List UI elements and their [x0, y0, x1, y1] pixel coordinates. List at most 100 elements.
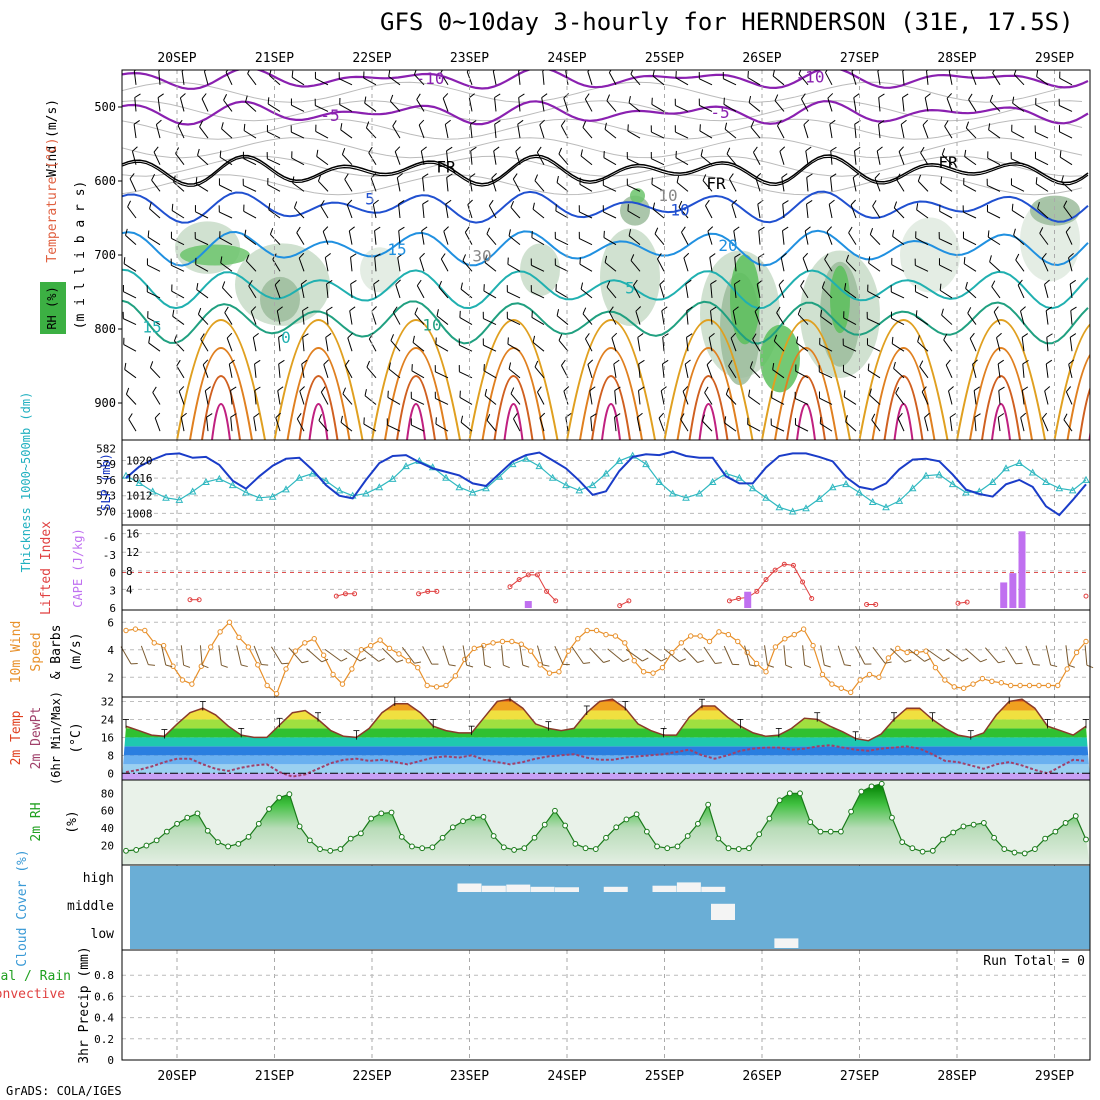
- barb-staff: [173, 181, 185, 192]
- chart-title: GFS 0~10day 3-hourly for HERNDERSON (31E…: [380, 8, 1074, 36]
- surface-wind-barb: [802, 645, 812, 669]
- barb-staff: [661, 310, 665, 325]
- barb-staff: [325, 337, 329, 352]
- upper-wind-barb: [244, 229, 257, 246]
- barb-flag: [638, 359, 645, 365]
- barb-flag: [464, 226, 470, 233]
- barb-flag: [221, 664, 228, 668]
- barb-staff: [821, 287, 833, 299]
- thickness-point: [468, 488, 477, 496]
- barb-flag: [458, 338, 460, 346]
- upper-wind-barb: [274, 279, 281, 299]
- barb-staff: [724, 422, 737, 432]
- rh-point: [878, 780, 885, 787]
- upper-wind-barb: [1044, 279, 1050, 299]
- barb-staff: [680, 418, 689, 432]
- upper-wind-barb: [818, 365, 833, 379]
- rh-point: [664, 845, 671, 852]
- barb-staff: [1017, 284, 1025, 299]
- barb-staff: [362, 648, 379, 662]
- rh-point: [1072, 813, 1079, 819]
- barb-flag: [438, 280, 443, 288]
- thickness-point: [962, 488, 970, 496]
- upper-wind-barb: [340, 123, 353, 139]
- rh-point: [705, 801, 712, 808]
- barb-flag: [986, 178, 988, 186]
- upper-wind-barb: [890, 311, 905, 326]
- barb-flag: [970, 70, 977, 73]
- rh-point: [429, 844, 436, 851]
- barb-flag: [508, 362, 512, 370]
- rh-point: [184, 814, 191, 821]
- barb-staff: [267, 131, 281, 139]
- thickness-point: [268, 492, 277, 500]
- surface-wind-barb: [401, 646, 422, 664]
- surface-wind-barb: [270, 646, 289, 665]
- surface-wind-barb: [482, 645, 492, 669]
- upper-wind-barb: [848, 226, 857, 245]
- barb-flag: [556, 309, 560, 316]
- barb-staff: [153, 151, 161, 165]
- barb-staff: [991, 286, 1001, 299]
- li-tick: -6: [103, 531, 116, 544]
- barb-staff: [291, 104, 305, 112]
- upper-wind-barb: [660, 386, 667, 405]
- surface-wind-barb: [382, 647, 404, 663]
- barb-staff: [892, 236, 905, 246]
- surface-isotherm: [273, 319, 364, 440]
- barb-staff: [611, 337, 617, 352]
- precip-tick: 0.4: [94, 1012, 114, 1025]
- barb-flag: [368, 146, 373, 154]
- thickness-point: [562, 481, 570, 489]
- barb-staff: [589, 390, 593, 405]
- rh-point: [225, 843, 232, 850]
- barb-staff: [436, 315, 449, 325]
- barb-flag: [770, 418, 772, 426]
- barb-flag: [443, 226, 449, 232]
- barb-staff: [390, 100, 401, 112]
- surface-isotherm: [1088, 429, 1090, 440]
- upper-wind-barb: [374, 226, 381, 245]
- upper-wind-barb: [729, 173, 737, 192]
- barb-staff: [603, 211, 617, 219]
- barb-staff: [924, 417, 929, 432]
- barb-staff: [965, 648, 981, 663]
- upper-wind-barb: [250, 306, 257, 325]
- barb-flag: [122, 284, 124, 292]
- barb-staff: [702, 180, 713, 192]
- barb-flag: [363, 417, 365, 425]
- thickness-point: [575, 486, 584, 494]
- barb-staff: [532, 341, 545, 352]
- barb-staff: [797, 314, 809, 325]
- barb-staff: [484, 395, 497, 405]
- rh-point: [480, 813, 487, 820]
- upper-wind-barb: [202, 359, 209, 379]
- barb-staff: [638, 363, 641, 378]
- upper-wind-barb: [924, 93, 931, 112]
- upper-wind-barb: [627, 124, 641, 139]
- barb-staff: [926, 70, 929, 85]
- li-point: [534, 572, 540, 578]
- upper-wind-barb: [941, 308, 953, 325]
- contour-label: 10: [670, 201, 689, 220]
- upper-wind-barb: [878, 120, 885, 139]
- wind-speed-point: [546, 670, 553, 676]
- barb-flag: [1045, 359, 1053, 365]
- barb-staff: [939, 210, 953, 219]
- upper-wind-barb: [996, 332, 1002, 352]
- temp-axis-label-c: (6hr Min/Max): [49, 691, 63, 785]
- li-point: [507, 584, 513, 590]
- barb-flag: [1058, 125, 1060, 132]
- barb-staff: [149, 208, 161, 219]
- barb-flag: [157, 93, 164, 98]
- barb-flag: [374, 226, 381, 232]
- temp-band: [122, 764, 1090, 774]
- surface-isotherm: [981, 375, 1021, 440]
- wind-speed-point: [970, 681, 976, 687]
- upper-wind-barb: [893, 201, 905, 219]
- upper-wind-barb: [754, 306, 761, 325]
- upper-wind-barb: [278, 333, 285, 352]
- slp-axis-label: SLP (mb): [99, 453, 113, 511]
- upper-wind-barb: [418, 119, 425, 139]
- upper-wind-barb: [392, 306, 401, 325]
